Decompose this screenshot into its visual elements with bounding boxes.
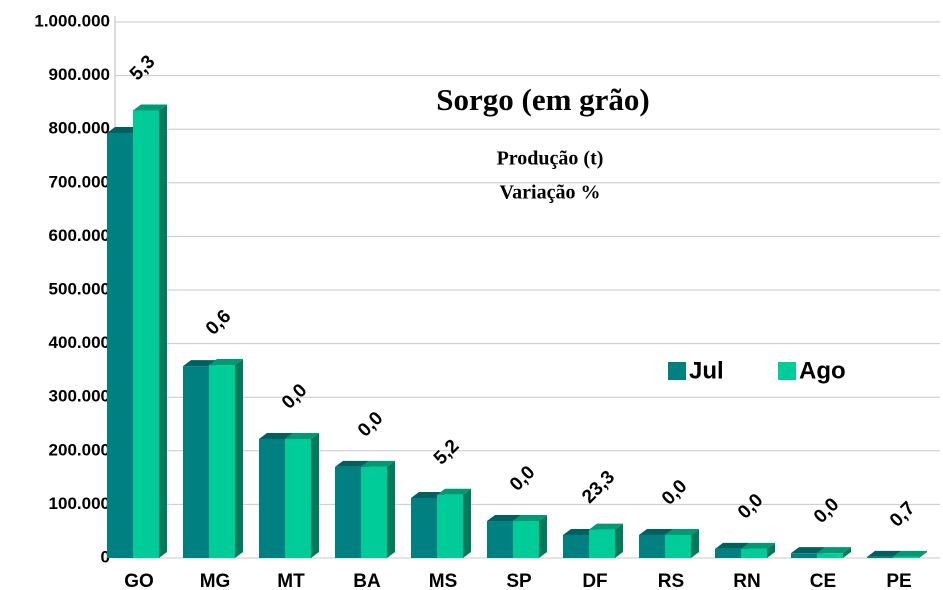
x-tick-label: MT [277, 571, 305, 590]
chart-title: Sorgo (em grão) [436, 82, 650, 117]
bar [665, 534, 691, 558]
bar-top [107, 126, 141, 133]
bar-top [715, 542, 749, 549]
bar [335, 466, 361, 558]
bar-top [411, 491, 445, 498]
bar-top [791, 547, 825, 554]
bar-top [133, 104, 167, 111]
y-tick-label: 1.000.000 [34, 11, 110, 30]
variation-label: 5,2 [430, 436, 464, 470]
x-tick-label: CE [810, 571, 836, 590]
legend-swatch [668, 362, 686, 380]
bar [259, 439, 285, 558]
bar [209, 365, 235, 558]
legend-swatch [778, 362, 796, 380]
bar-side [235, 359, 243, 558]
variation-label: 0,0 [506, 462, 540, 496]
y-tick-label: 500.000 [49, 279, 110, 298]
bar-top [563, 528, 597, 535]
bar [563, 534, 589, 558]
bar [715, 548, 741, 558]
variation-label: 0,0 [278, 380, 312, 414]
bar-top [665, 528, 699, 535]
bar-top [437, 488, 471, 495]
x-tick-label: SP [506, 571, 532, 590]
y-tick-label: 200.000 [49, 440, 110, 459]
x-tick-label: BA [353, 571, 381, 590]
bar [893, 556, 919, 558]
bar [183, 366, 209, 558]
variation-label: 5,3 [126, 51, 160, 85]
y-tick-label: 100.000 [49, 494, 110, 513]
bar [867, 556, 893, 558]
bar-top [513, 515, 547, 522]
chart-subtitle: Produção (t) [497, 148, 604, 170]
bar-side [311, 433, 319, 558]
bar [589, 529, 615, 558]
bar-top [259, 433, 293, 440]
bar [741, 548, 767, 558]
bar-top [639, 528, 673, 535]
y-tick-label: 800.000 [49, 119, 110, 138]
x-tick-label: RN [733, 571, 760, 590]
x-tick-label: GO [124, 571, 154, 590]
bar [437, 494, 463, 558]
x-tick-label: PE [886, 571, 911, 590]
bar-top [893, 550, 927, 557]
x-tick-label: DF [582, 571, 607, 590]
legend-label: Jul [689, 357, 724, 384]
bar [133, 110, 159, 558]
y-tick-label: 600.000 [49, 226, 110, 245]
bar-top [487, 515, 521, 522]
bar-side [767, 542, 775, 558]
y-tick-label: 400.000 [49, 333, 110, 352]
bar-side [691, 528, 699, 558]
bar [487, 521, 513, 558]
bar-top [335, 460, 369, 467]
bar [411, 497, 437, 558]
y-tick-label: 900.000 [49, 65, 110, 84]
bar-top [741, 542, 775, 549]
y-tick-label: 300.000 [49, 387, 110, 406]
x-tick-label: RS [658, 571, 684, 590]
variation-label: 0,7 [886, 498, 920, 532]
bar-top [817, 547, 851, 554]
bar-top [183, 360, 217, 367]
variation-label: 23,3 [578, 467, 619, 508]
variation-label: 0,0 [354, 408, 388, 442]
bar-side [919, 550, 927, 558]
bar-top [209, 359, 243, 366]
bar-top [285, 433, 319, 440]
bar [361, 466, 387, 558]
legend-label: Ago [799, 357, 846, 384]
bar [817, 553, 843, 558]
bar-top [589, 523, 623, 530]
y-tick-label: 700.000 [49, 172, 110, 191]
bar [285, 439, 311, 558]
bar-side [463, 488, 471, 558]
bar-side [159, 104, 167, 558]
variation-label: 0,0 [810, 494, 844, 528]
variation-label: 0,6 [202, 306, 236, 340]
bar [107, 132, 133, 558]
bar-side [615, 523, 623, 558]
bar-top [867, 550, 901, 557]
bar [513, 521, 539, 558]
bar [791, 553, 817, 558]
bar-side [387, 460, 395, 558]
bar-side [539, 515, 547, 558]
bar-top [361, 460, 395, 467]
bar-side [843, 547, 851, 558]
y-tick-label: 0 [101, 547, 110, 566]
variation-title: Variação % [500, 182, 601, 204]
x-tick-label: MS [429, 571, 458, 590]
x-tick-label: MG [200, 571, 231, 590]
variation-label: 0,0 [734, 490, 768, 524]
bar [639, 534, 665, 558]
